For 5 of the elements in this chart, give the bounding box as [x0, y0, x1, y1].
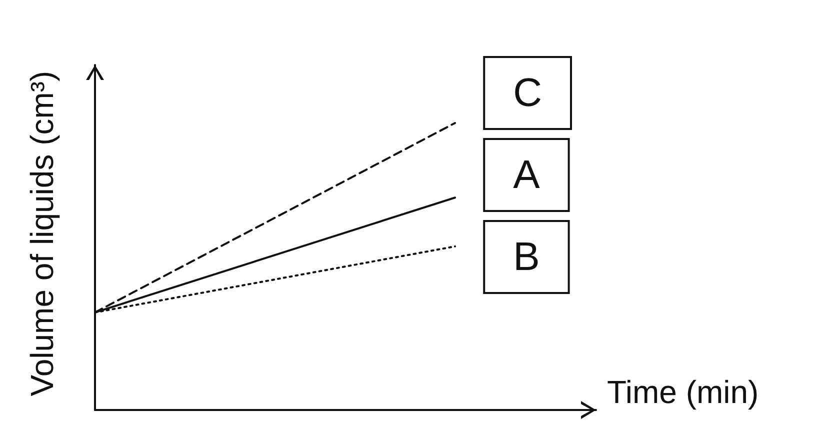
y-axis-title: Volume of liquids (cm³) [24, 70, 60, 396]
series-label: C [513, 71, 542, 115]
x-axis-title: Time (min) [607, 374, 759, 410]
legend-label: A [513, 153, 540, 197]
legend-label: B [513, 235, 540, 279]
